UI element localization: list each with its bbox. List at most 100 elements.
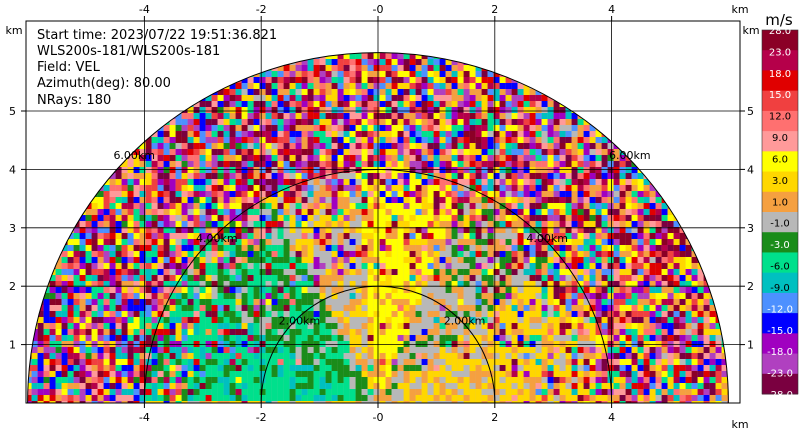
velocity-cell xyxy=(121,317,128,323)
velocity-cell xyxy=(481,323,488,329)
velocity-cell xyxy=(205,155,212,161)
velocity-cell xyxy=(463,149,470,155)
velocity-cell xyxy=(637,335,644,341)
velocity-cell xyxy=(397,119,404,125)
velocity-cell xyxy=(319,137,326,143)
velocity-cell xyxy=(115,305,122,311)
velocity-cell xyxy=(181,137,188,143)
velocity-cell xyxy=(229,107,236,113)
velocity-cell xyxy=(139,335,146,341)
velocity-cell xyxy=(163,359,170,365)
velocity-cell xyxy=(571,365,578,371)
velocity-cell xyxy=(613,185,620,191)
velocity-cell xyxy=(595,287,602,293)
velocity-cell xyxy=(115,311,122,317)
velocity-cell xyxy=(439,251,446,257)
velocity-cell xyxy=(355,293,362,299)
velocity-cell xyxy=(511,317,518,323)
velocity-cell xyxy=(385,52,392,53)
velocity-cell xyxy=(163,173,170,179)
velocity-cell xyxy=(373,293,380,299)
velocity-cell xyxy=(319,143,326,149)
velocity-cell xyxy=(229,191,236,197)
velocity-cell xyxy=(355,83,362,89)
velocity-cell xyxy=(37,359,44,365)
velocity-cell xyxy=(409,353,416,359)
velocity-cell xyxy=(157,149,164,155)
velocity-cell xyxy=(487,209,494,215)
velocity-cell xyxy=(505,197,512,203)
velocity-cell xyxy=(241,341,248,347)
velocity-cell xyxy=(151,335,158,341)
velocity-cell xyxy=(547,119,554,125)
velocity-cell xyxy=(49,287,56,293)
velocity-cell xyxy=(397,371,404,377)
velocity-cell xyxy=(121,251,128,257)
velocity-cell xyxy=(313,83,320,89)
velocity-cell xyxy=(295,365,302,371)
velocity-cell xyxy=(523,77,530,83)
velocity-cell xyxy=(547,221,554,227)
velocity-cell xyxy=(541,203,548,209)
velocity-cell xyxy=(583,317,590,323)
velocity-cell xyxy=(205,323,212,329)
velocity-cell xyxy=(265,263,272,269)
velocity-cell xyxy=(301,275,308,281)
velocity-cell xyxy=(619,359,626,365)
velocity-cell xyxy=(463,179,470,185)
velocity-cell xyxy=(325,89,332,95)
velocity-cell xyxy=(373,89,380,95)
velocity-cell xyxy=(541,95,548,101)
velocity-cell xyxy=(673,275,680,281)
velocity-cell xyxy=(151,275,158,281)
velocity-cell xyxy=(175,179,182,185)
velocity-cell xyxy=(445,245,452,251)
velocity-cell xyxy=(181,263,188,269)
velocity-cell xyxy=(529,287,536,293)
velocity-cell xyxy=(613,323,620,329)
velocity-cell xyxy=(283,173,290,179)
velocity-cell xyxy=(175,299,182,305)
velocity-cell xyxy=(133,365,140,371)
velocity-cell xyxy=(313,359,320,365)
velocity-cell xyxy=(403,89,410,95)
velocity-cell xyxy=(445,251,452,257)
velocity-cell xyxy=(613,149,620,155)
velocity-cell xyxy=(589,347,596,353)
velocity-cell xyxy=(445,65,452,71)
velocity-cell xyxy=(187,125,194,131)
velocity-cell xyxy=(691,317,698,323)
velocity-cell xyxy=(157,155,164,161)
velocity-cell xyxy=(385,101,392,107)
velocity-cell xyxy=(121,167,128,173)
velocity-cell xyxy=(367,52,374,53)
velocity-field xyxy=(27,52,729,403)
velocity-cell xyxy=(37,287,44,293)
velocity-cell xyxy=(223,323,230,329)
velocity-cell xyxy=(511,221,518,227)
velocity-cell xyxy=(253,173,260,179)
velocity-cell xyxy=(193,263,200,269)
velocity-cell xyxy=(487,269,494,275)
velocity-cell xyxy=(577,125,584,131)
velocity-cell xyxy=(193,101,200,107)
velocity-cell xyxy=(469,125,476,131)
velocity-cell xyxy=(523,137,530,143)
velocity-cell xyxy=(127,365,134,371)
velocity-cell xyxy=(433,119,440,125)
velocity-cell xyxy=(337,209,344,215)
velocity-cell xyxy=(385,245,392,251)
velocity-cell xyxy=(643,317,650,323)
velocity-cell xyxy=(373,83,380,89)
velocity-cell xyxy=(637,269,644,275)
velocity-cell xyxy=(253,131,260,137)
velocity-cell xyxy=(205,149,212,155)
velocity-cell xyxy=(613,179,620,185)
velocity-cell xyxy=(349,239,356,245)
velocity-cell xyxy=(343,101,350,107)
velocity-cell xyxy=(613,359,620,365)
velocity-cell xyxy=(385,311,392,317)
velocity-cell xyxy=(187,341,194,347)
velocity-cell xyxy=(391,299,398,305)
velocity-cell xyxy=(115,263,122,269)
